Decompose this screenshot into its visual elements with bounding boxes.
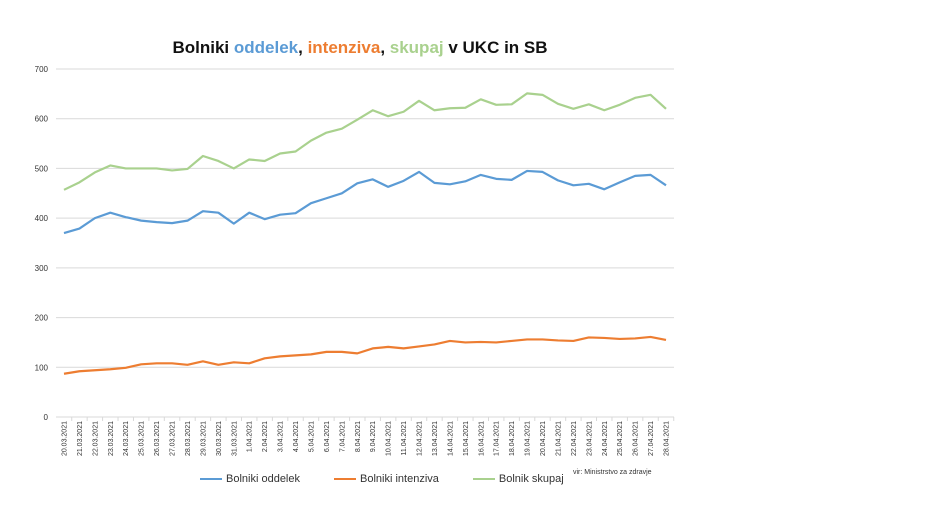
- legend-label: Bolniki oddelek: [226, 473, 300, 485]
- x-tick-label: 31.03.2021: [231, 421, 238, 456]
- x-tick-label: 17.04.2021: [494, 421, 501, 456]
- legend-item: Bolniki intenziva: [334, 473, 439, 485]
- title-part: intenziva: [307, 38, 381, 57]
- x-tick-label: 22.04.2021: [571, 421, 578, 456]
- x-tick-label: 14.04.2021: [447, 421, 454, 456]
- title-part: v UKC in SB: [443, 38, 548, 57]
- y-tick-label: 100: [35, 363, 49, 372]
- x-tick-label: 28.03.2021: [185, 421, 192, 456]
- x-tick-label: 18.04.2021: [509, 421, 516, 456]
- x-tick-label: 28.04.2021: [664, 421, 671, 456]
- x-tick-label: 25.03.2021: [139, 421, 146, 456]
- x-tick-label: 23.04.2021: [586, 421, 593, 456]
- y-tick-label: 0: [44, 413, 49, 422]
- x-tick-label: 27.04.2021: [648, 421, 655, 456]
- legend-swatch: [200, 478, 222, 480]
- x-tick-label: 30.03.2021: [216, 421, 223, 456]
- x-tick-label: 19.04.2021: [525, 421, 532, 456]
- x-tick-label: 29.03.2021: [200, 421, 207, 456]
- legend-item: Bolnik skupaj: [472, 473, 564, 485]
- source-note: vir: Ministrstvo za zdravje: [573, 469, 652, 476]
- x-tick-label: 27.03.2021: [170, 421, 177, 456]
- x-tick-label: 5.04.2021: [308, 421, 315, 452]
- x-tick-label: 23.03.2021: [108, 421, 115, 456]
- x-tick-label: 21.03.2021: [77, 421, 84, 456]
- x-tick-label: 9.04.2021: [370, 421, 377, 452]
- x-tick-label: 26.03.2021: [154, 421, 161, 456]
- x-tick-label: 10.04.2021: [386, 421, 393, 456]
- legend-item: Bolniki oddelek: [200, 473, 300, 485]
- x-tick-label: 20.04.2021: [540, 421, 547, 456]
- x-tick-label: 24.03.2021: [123, 421, 130, 456]
- x-tick-label: 3.04.2021: [278, 421, 285, 452]
- legend: Bolniki oddelek Bolniki intenziva Bolnik s…: [200, 473, 564, 485]
- series-line: [63, 169, 667, 235]
- x-tick-label: 25.04.2021: [617, 421, 624, 456]
- x-tick-label: 12.04.2021: [417, 421, 424, 456]
- y-tick-label: 600: [35, 115, 49, 124]
- title-part: ,: [380, 38, 390, 57]
- legend-swatch: [334, 478, 356, 480]
- series-line: [63, 92, 667, 191]
- x-tick-label: 11.04.2021: [401, 421, 408, 456]
- x-tick-label: 6.04.2021: [324, 421, 331, 452]
- title-part: ,: [298, 38, 308, 57]
- x-tick-label: 7.04.2021: [339, 421, 346, 452]
- y-tick-label: 200: [35, 314, 49, 323]
- x-tick-label: 16.04.2021: [478, 421, 485, 456]
- legend-swatch: [472, 478, 495, 480]
- x-tick-label: 20.03.2021: [62, 421, 69, 456]
- y-tick-label: 700: [35, 65, 49, 74]
- chart-title: Bolniki oddelek, intenziva, skupaj v UKC…: [0, 38, 720, 58]
- x-tick-label: 1.04.2021: [247, 421, 254, 452]
- title-part: skupaj: [389, 38, 444, 57]
- x-tick-label: 15.04.2021: [463, 421, 470, 456]
- title-part: oddelek: [233, 38, 299, 57]
- y-tick-label: 300: [35, 264, 49, 273]
- x-tick-label: 24.04.2021: [602, 421, 609, 456]
- series-line: [63, 335, 667, 375]
- x-tick-label: 8.04.2021: [355, 421, 362, 452]
- x-tick-label: 2.04.2021: [262, 421, 269, 452]
- legend-label: Bolniki intenziva: [360, 473, 439, 485]
- x-tick-label: 21.04.2021: [555, 421, 562, 456]
- x-tick-label: 4.04.2021: [293, 421, 300, 452]
- y-tick-label: 500: [35, 164, 49, 173]
- x-tick-label: 22.03.2021: [92, 421, 99, 456]
- legend-label: Bolnik skupaj: [498, 473, 564, 485]
- x-tick-label: 13.04.2021: [432, 421, 439, 456]
- y-tick-label: 400: [35, 214, 49, 223]
- x-tick-label: 26.04.2021: [633, 421, 640, 456]
- title-part: Bolniki: [172, 38, 234, 57]
